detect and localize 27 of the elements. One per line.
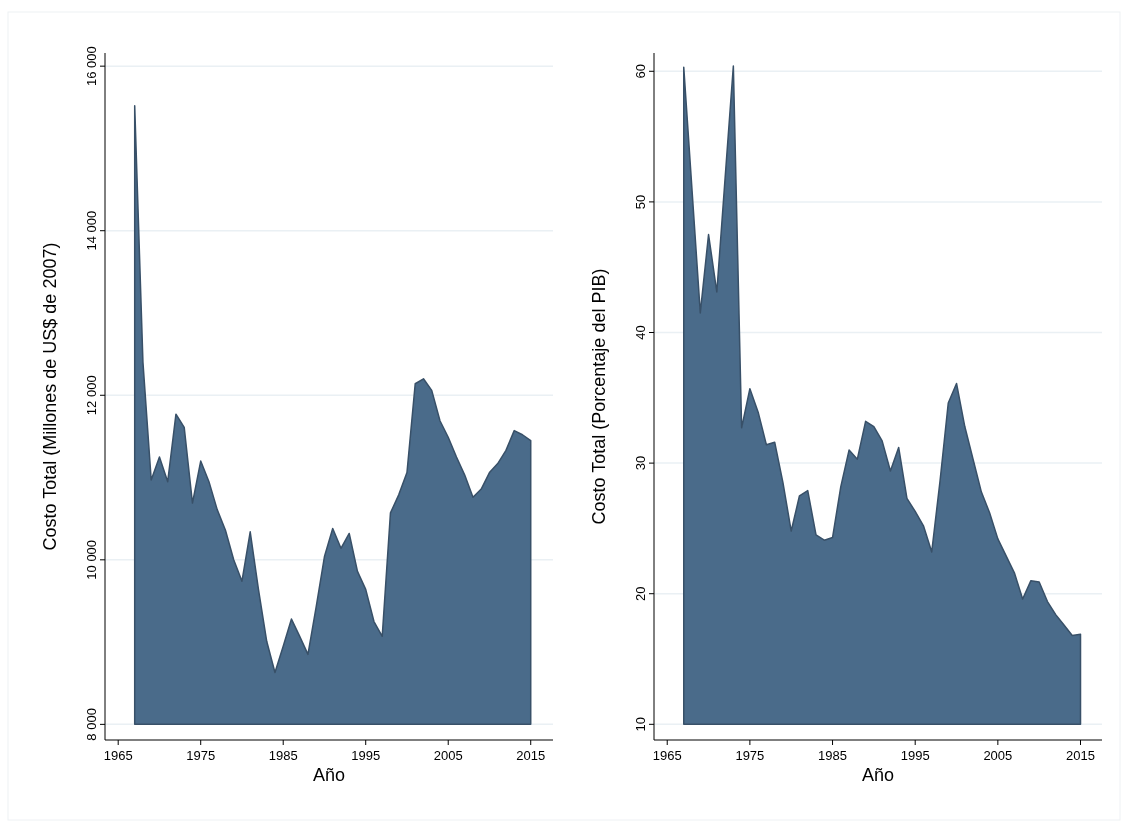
x-tick-label: 1975	[735, 748, 765, 763]
y-tick-label: 50	[633, 194, 648, 210]
y-axis-title: Costo Total (Porcentaje del PIB)	[589, 268, 609, 525]
x-tick-label: 1975	[186, 748, 216, 763]
y-tick-label: 10 000	[84, 539, 99, 580]
y-tick-label: 8 000	[84, 708, 99, 741]
y-tick-label: 30	[633, 455, 648, 471]
y-axis-title: Costo Total (Millones de US$ de 2007)	[40, 242, 60, 551]
x-tick-label: 1965	[103, 748, 133, 763]
y-tick-label: 40	[633, 325, 648, 340]
x-tick-label: 1995	[900, 748, 930, 763]
x-axis-title: Año	[861, 765, 895, 785]
y-tick-label: 20	[633, 586, 648, 601]
x-tick-label: 1985	[268, 748, 298, 763]
y-tick-label: 60	[633, 64, 648, 79]
y-tick-label: 10	[633, 717, 648, 732]
x-tick-label: 1965	[652, 748, 682, 763]
x-axis-title: Año	[312, 765, 346, 785]
x-tick-label: 1985	[818, 748, 847, 763]
y-tick-label: 16 000	[84, 46, 99, 87]
x-tick-label: 1995	[351, 748, 381, 763]
x-tick-label: 2005	[433, 748, 463, 763]
y-tick-label: 12 000	[84, 375, 99, 416]
x-tick-label: 2005	[983, 748, 1013, 763]
x-tick-label: 2015	[516, 748, 546, 763]
x-tick-label: 2015	[1066, 748, 1095, 763]
y-tick-label: 14 000	[84, 210, 99, 251]
